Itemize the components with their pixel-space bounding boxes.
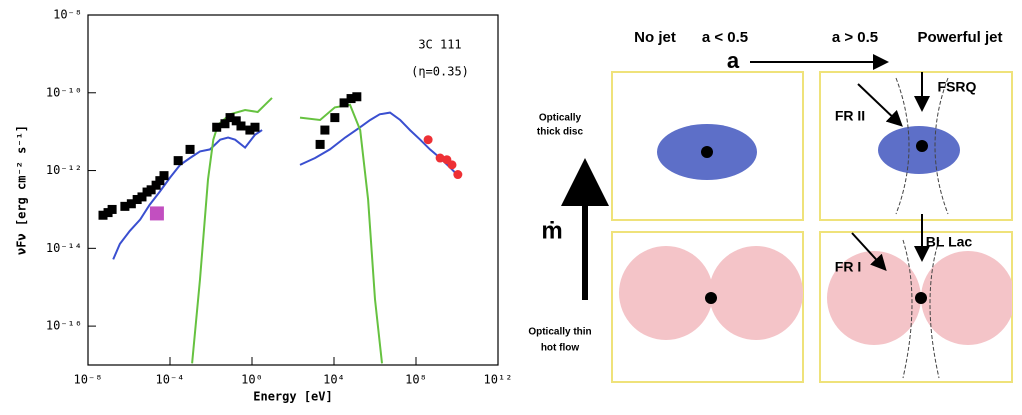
hot-flow [619, 246, 713, 340]
data-point [185, 144, 195, 154]
data-point [423, 135, 433, 145]
black-hole [701, 146, 713, 158]
panel [611, 231, 804, 383]
panel [819, 71, 1013, 221]
x-axis-label: Energy [eV] [253, 390, 332, 404]
hot-flow [827, 251, 921, 345]
data-point [346, 94, 356, 104]
black-hole [915, 292, 927, 304]
eta-label: (η=0.35) [411, 65, 469, 79]
y-tick-label: 10⁻¹⁴ [46, 241, 82, 255]
jet-outline [934, 77, 949, 215]
class-label: BL Lac [926, 234, 973, 250]
data-point [320, 125, 330, 135]
data-point [107, 204, 117, 214]
y-tick-label: 10⁻⁸ [53, 8, 82, 22]
data-point [212, 122, 222, 132]
accretion-label: ṁ [541, 217, 562, 244]
jet-outline [929, 239, 940, 379]
data-point [137, 192, 147, 202]
panel [611, 71, 804, 221]
header-label: a > 0.5 [832, 29, 878, 46]
data-point [352, 92, 362, 102]
source-label: 3C 111 [418, 38, 461, 52]
data-point [220, 119, 230, 129]
state-label: hot flow [541, 343, 580, 354]
jet-outline [902, 239, 913, 379]
y-axis-label: νFν [erg cm⁻² s⁻¹] [15, 125, 29, 255]
data-point [132, 195, 142, 205]
x-tick-label: 10⁻⁸ [74, 373, 103, 387]
class-label: FR I [835, 259, 861, 275]
data-point [435, 153, 445, 163]
data-point [159, 171, 169, 181]
black-hole [705, 292, 717, 304]
data-point [151, 180, 161, 190]
header-label: No jet [634, 29, 676, 46]
jet-outline [895, 77, 910, 215]
model-curve [191, 97, 383, 364]
class-label: FSRQ [938, 79, 977, 95]
y-tick-label: 10⁻¹² [46, 163, 82, 177]
x-tick-label: 10⁰ [241, 373, 263, 387]
state-label: Optically [539, 113, 582, 124]
y-tick-label: 10⁻¹⁰ [46, 85, 82, 99]
data-point [315, 139, 325, 149]
state-label: thick disc [537, 127, 584, 138]
data-point [447, 160, 457, 170]
data-point [146, 185, 156, 195]
hot-flow [709, 246, 803, 340]
pointer-arrow [857, 83, 903, 127]
x-tick-label: 10⁻⁴ [156, 373, 185, 387]
data-point [245, 125, 255, 135]
data-point [173, 156, 183, 166]
data-point [149, 206, 164, 221]
data-point [120, 201, 130, 211]
x-tick-label: 10⁸ [405, 373, 427, 387]
sed-plot: 3C 111 (η=0.35) Energy [eV] νFν [erg cm⁻… [15, 8, 513, 404]
data-point [155, 176, 165, 186]
pointer-arrow [851, 232, 887, 271]
header-label: a < 0.5 [702, 29, 748, 46]
black-hole [916, 140, 928, 152]
hot-flow [921, 251, 1012, 345]
class-label: FR II [835, 108, 865, 124]
x-tick-label: 10¹² [484, 373, 513, 387]
data-point [250, 122, 260, 132]
diagram: No jet a < 0.5 a > 0.5 Powerful jet a ṁ … [528, 29, 1013, 383]
data-point [236, 121, 246, 131]
x-tick-label: 10⁴ [323, 373, 345, 387]
spin-label: a [727, 48, 740, 73]
y-tick-label: 10⁻¹⁶ [46, 319, 82, 333]
plot-frame [87, 14, 499, 366]
model-curve [112, 111, 461, 260]
data-point [98, 210, 108, 220]
data-point [225, 113, 235, 123]
data-point [231, 116, 241, 126]
header-label: Powerful jet [917, 29, 1002, 46]
data-point [339, 98, 349, 108]
data-point [126, 199, 136, 209]
state-label: Optically thin [528, 327, 591, 338]
data-point [453, 170, 463, 180]
data-point [330, 113, 340, 123]
